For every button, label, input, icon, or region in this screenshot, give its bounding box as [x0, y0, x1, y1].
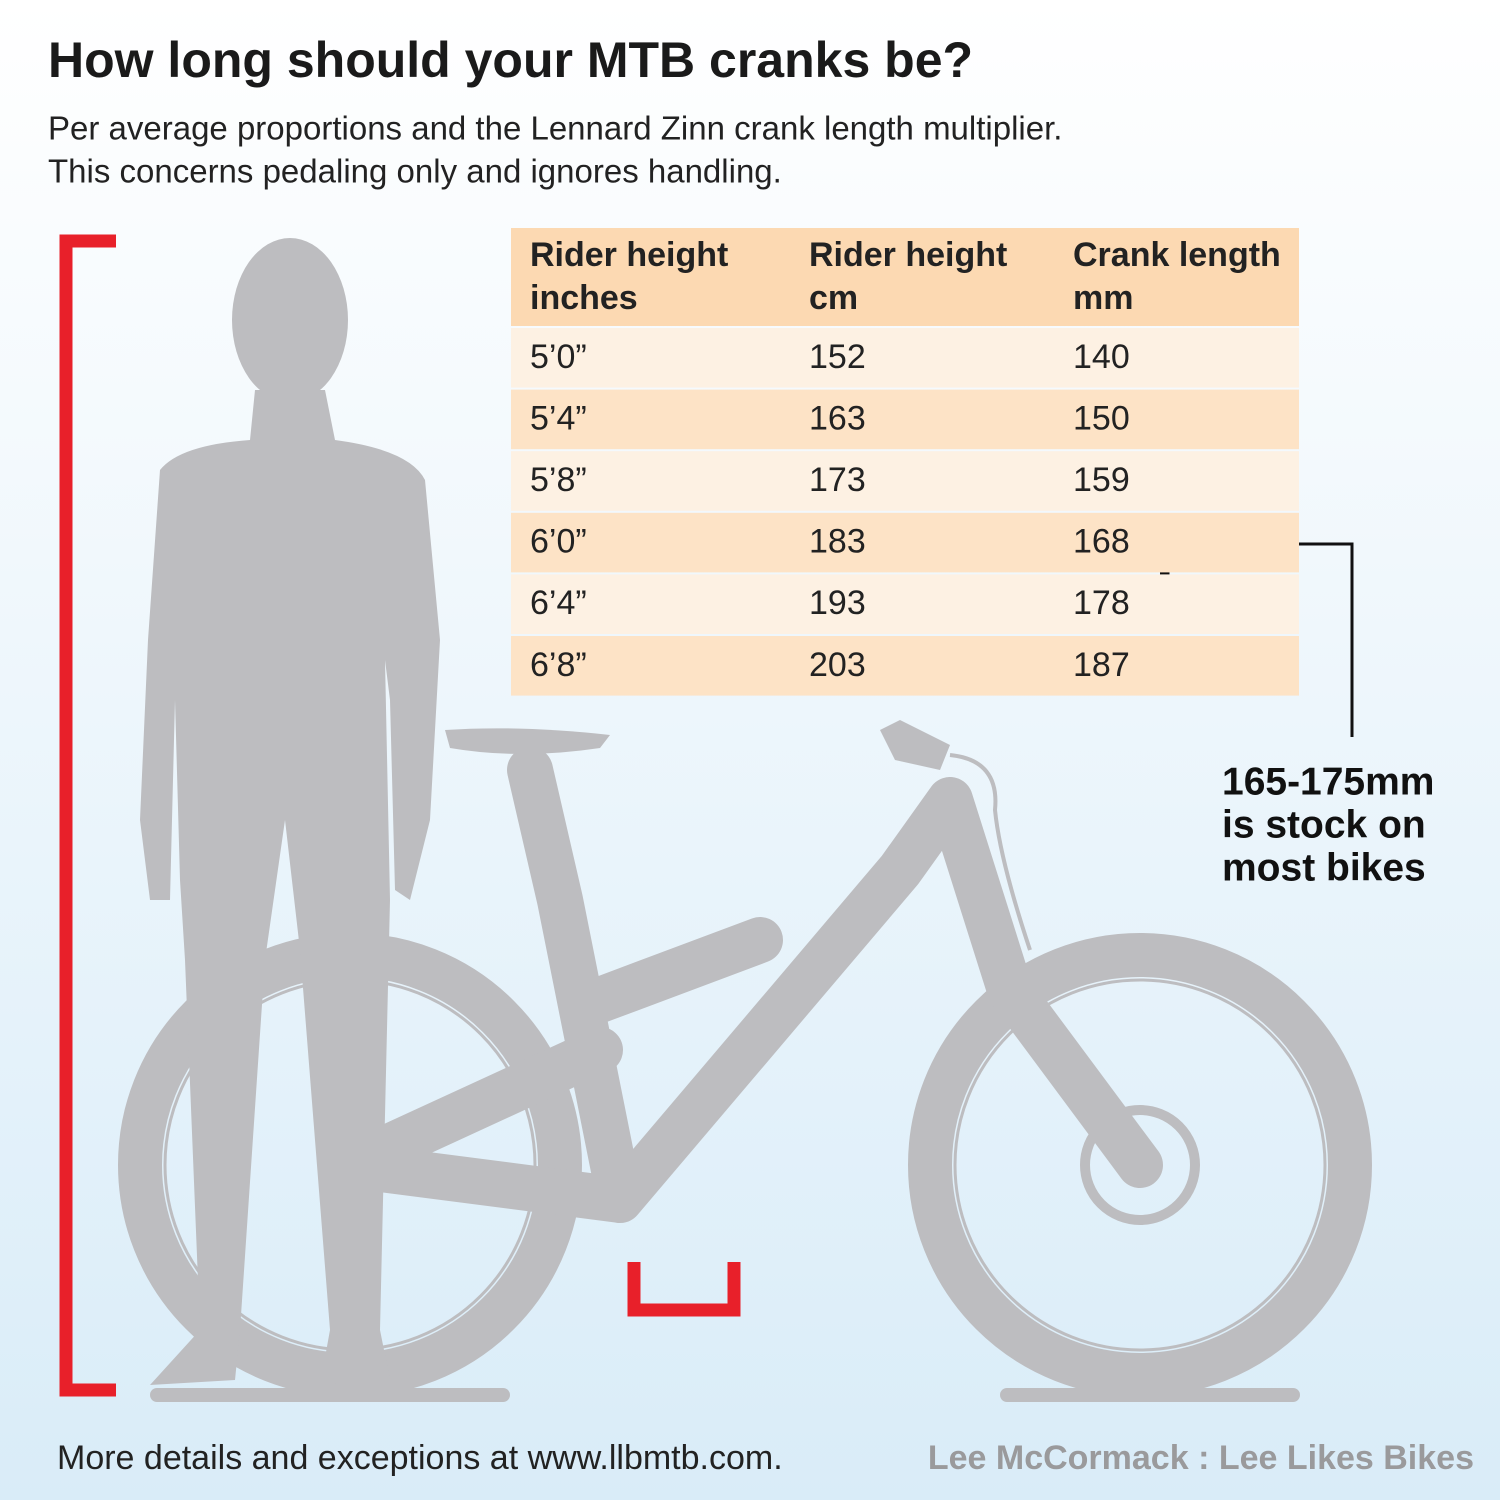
- footer-link: More details and exceptions at www.llbmt…: [57, 1439, 783, 1477]
- table-header-bg: [511, 228, 1299, 326]
- column-header: Rider height: [809, 236, 1007, 274]
- table-row-bg: [511, 389, 1299, 450]
- annotation: is stock on: [1222, 803, 1426, 846]
- table-cell: 150: [1073, 399, 1130, 437]
- column-header: Rider height: [530, 236, 728, 274]
- title: How long should your MTB cranks be?: [48, 32, 973, 88]
- annotation: most bikes: [1222, 846, 1426, 889]
- bike-silhouette: [118, 720, 1372, 1402]
- column-header: Crank length: [1073, 236, 1281, 274]
- table-cell: 140: [1073, 338, 1130, 376]
- table-cell: 173: [809, 461, 866, 499]
- table-row-bg: [511, 451, 1299, 511]
- table-cell: 163: [809, 399, 866, 437]
- column-header: inches: [530, 279, 638, 317]
- table-cell: 168: [1073, 523, 1130, 561]
- table-cell: 6’8”: [530, 646, 587, 684]
- height-bracket: [59, 234, 116, 1397]
- subtitle: Per average proportions and the Lennard …: [48, 110, 1062, 147]
- column-header: cm: [809, 279, 858, 317]
- table-cell: 5’4”: [530, 399, 587, 437]
- table-cell: 159: [1073, 461, 1130, 499]
- table-cell: 6’4”: [530, 584, 587, 622]
- table-row-bg: [511, 512, 1299, 573]
- table-cell: 152: [809, 338, 866, 376]
- table-cell: 203: [809, 646, 866, 684]
- table-cell: 178: [1073, 584, 1130, 622]
- table-cell: 187: [1073, 646, 1130, 684]
- table-cell: 193: [809, 584, 866, 622]
- table-row-bg: [511, 574, 1299, 634]
- table-row-bg: [511, 328, 1299, 388]
- table-cell: 5’0”: [530, 338, 587, 376]
- table: Rider height inches Rider height cm Crank le…: [511, 228, 1299, 696]
- person-silhouette: [140, 238, 440, 1385]
- credit: Lee McCormack : Lee Likes Bikes: [928, 1439, 1474, 1477]
- table-cell: 5’8”: [530, 461, 587, 499]
- table-cell: 6’0”: [530, 523, 587, 561]
- table-row-bg: [511, 636, 1299, 696]
- subtitle: This concerns pedaling only and ignores …: [48, 153, 782, 190]
- column-header: mm: [1073, 279, 1133, 317]
- table-cell: 183: [809, 523, 866, 561]
- crank-bracket: [627, 1262, 741, 1317]
- annotation: 165-175mm: [1222, 760, 1434, 803]
